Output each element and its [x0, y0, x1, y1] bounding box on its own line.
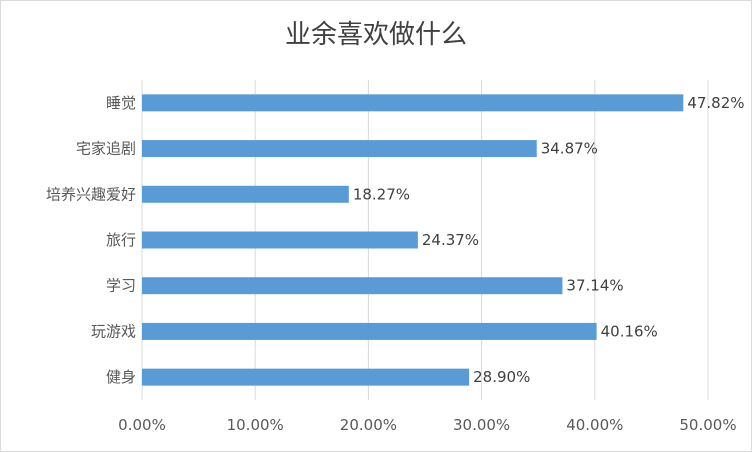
data-label: 28.90% [473, 368, 530, 386]
bar [142, 368, 470, 386]
category-label: 健身 [106, 368, 136, 386]
bars [142, 94, 684, 386]
bar [142, 94, 684, 112]
category-label: 宅家追剧 [76, 140, 136, 158]
bar [142, 277, 563, 295]
category-label: 玩游戏 [91, 322, 136, 340]
bar [142, 231, 418, 249]
x-tick-label: 20.00% [340, 416, 397, 434]
x-tick-label: 30.00% [453, 416, 510, 434]
data-labels: 47.82% 34.87% 18.27% 24.37% 37.14% 40.16% 28.9… [353, 94, 745, 386]
x-tick-label: 40.00% [566, 416, 623, 434]
data-label: 37.14% [566, 277, 623, 295]
category-label: 学习 [106, 277, 136, 295]
x-tick-label: 10.00% [227, 416, 284, 434]
category-label: 培养兴趣爱好 [46, 185, 136, 203]
x-tick-labels: 0.00% 10.00% 20.00% 30.00% 40.00% 50.00% [118, 416, 736, 434]
data-label: 18.27% [353, 185, 410, 203]
category-label: 睡觉 [106, 94, 136, 112]
bar [142, 185, 349, 203]
data-label: 47.82% [687, 94, 744, 112]
chart-title: 业余喜欢做什么 [284, 20, 467, 50]
category-label: 旅行 [106, 231, 136, 249]
data-label: 34.87% [541, 140, 598, 158]
bar [142, 322, 597, 340]
data-label: 40.16% [601, 322, 658, 340]
x-tick-label: 0.00% [118, 416, 166, 434]
data-label: 24.37% [422, 231, 479, 249]
x-tick-label: 50.00% [679, 416, 736, 434]
bar [142, 140, 537, 158]
